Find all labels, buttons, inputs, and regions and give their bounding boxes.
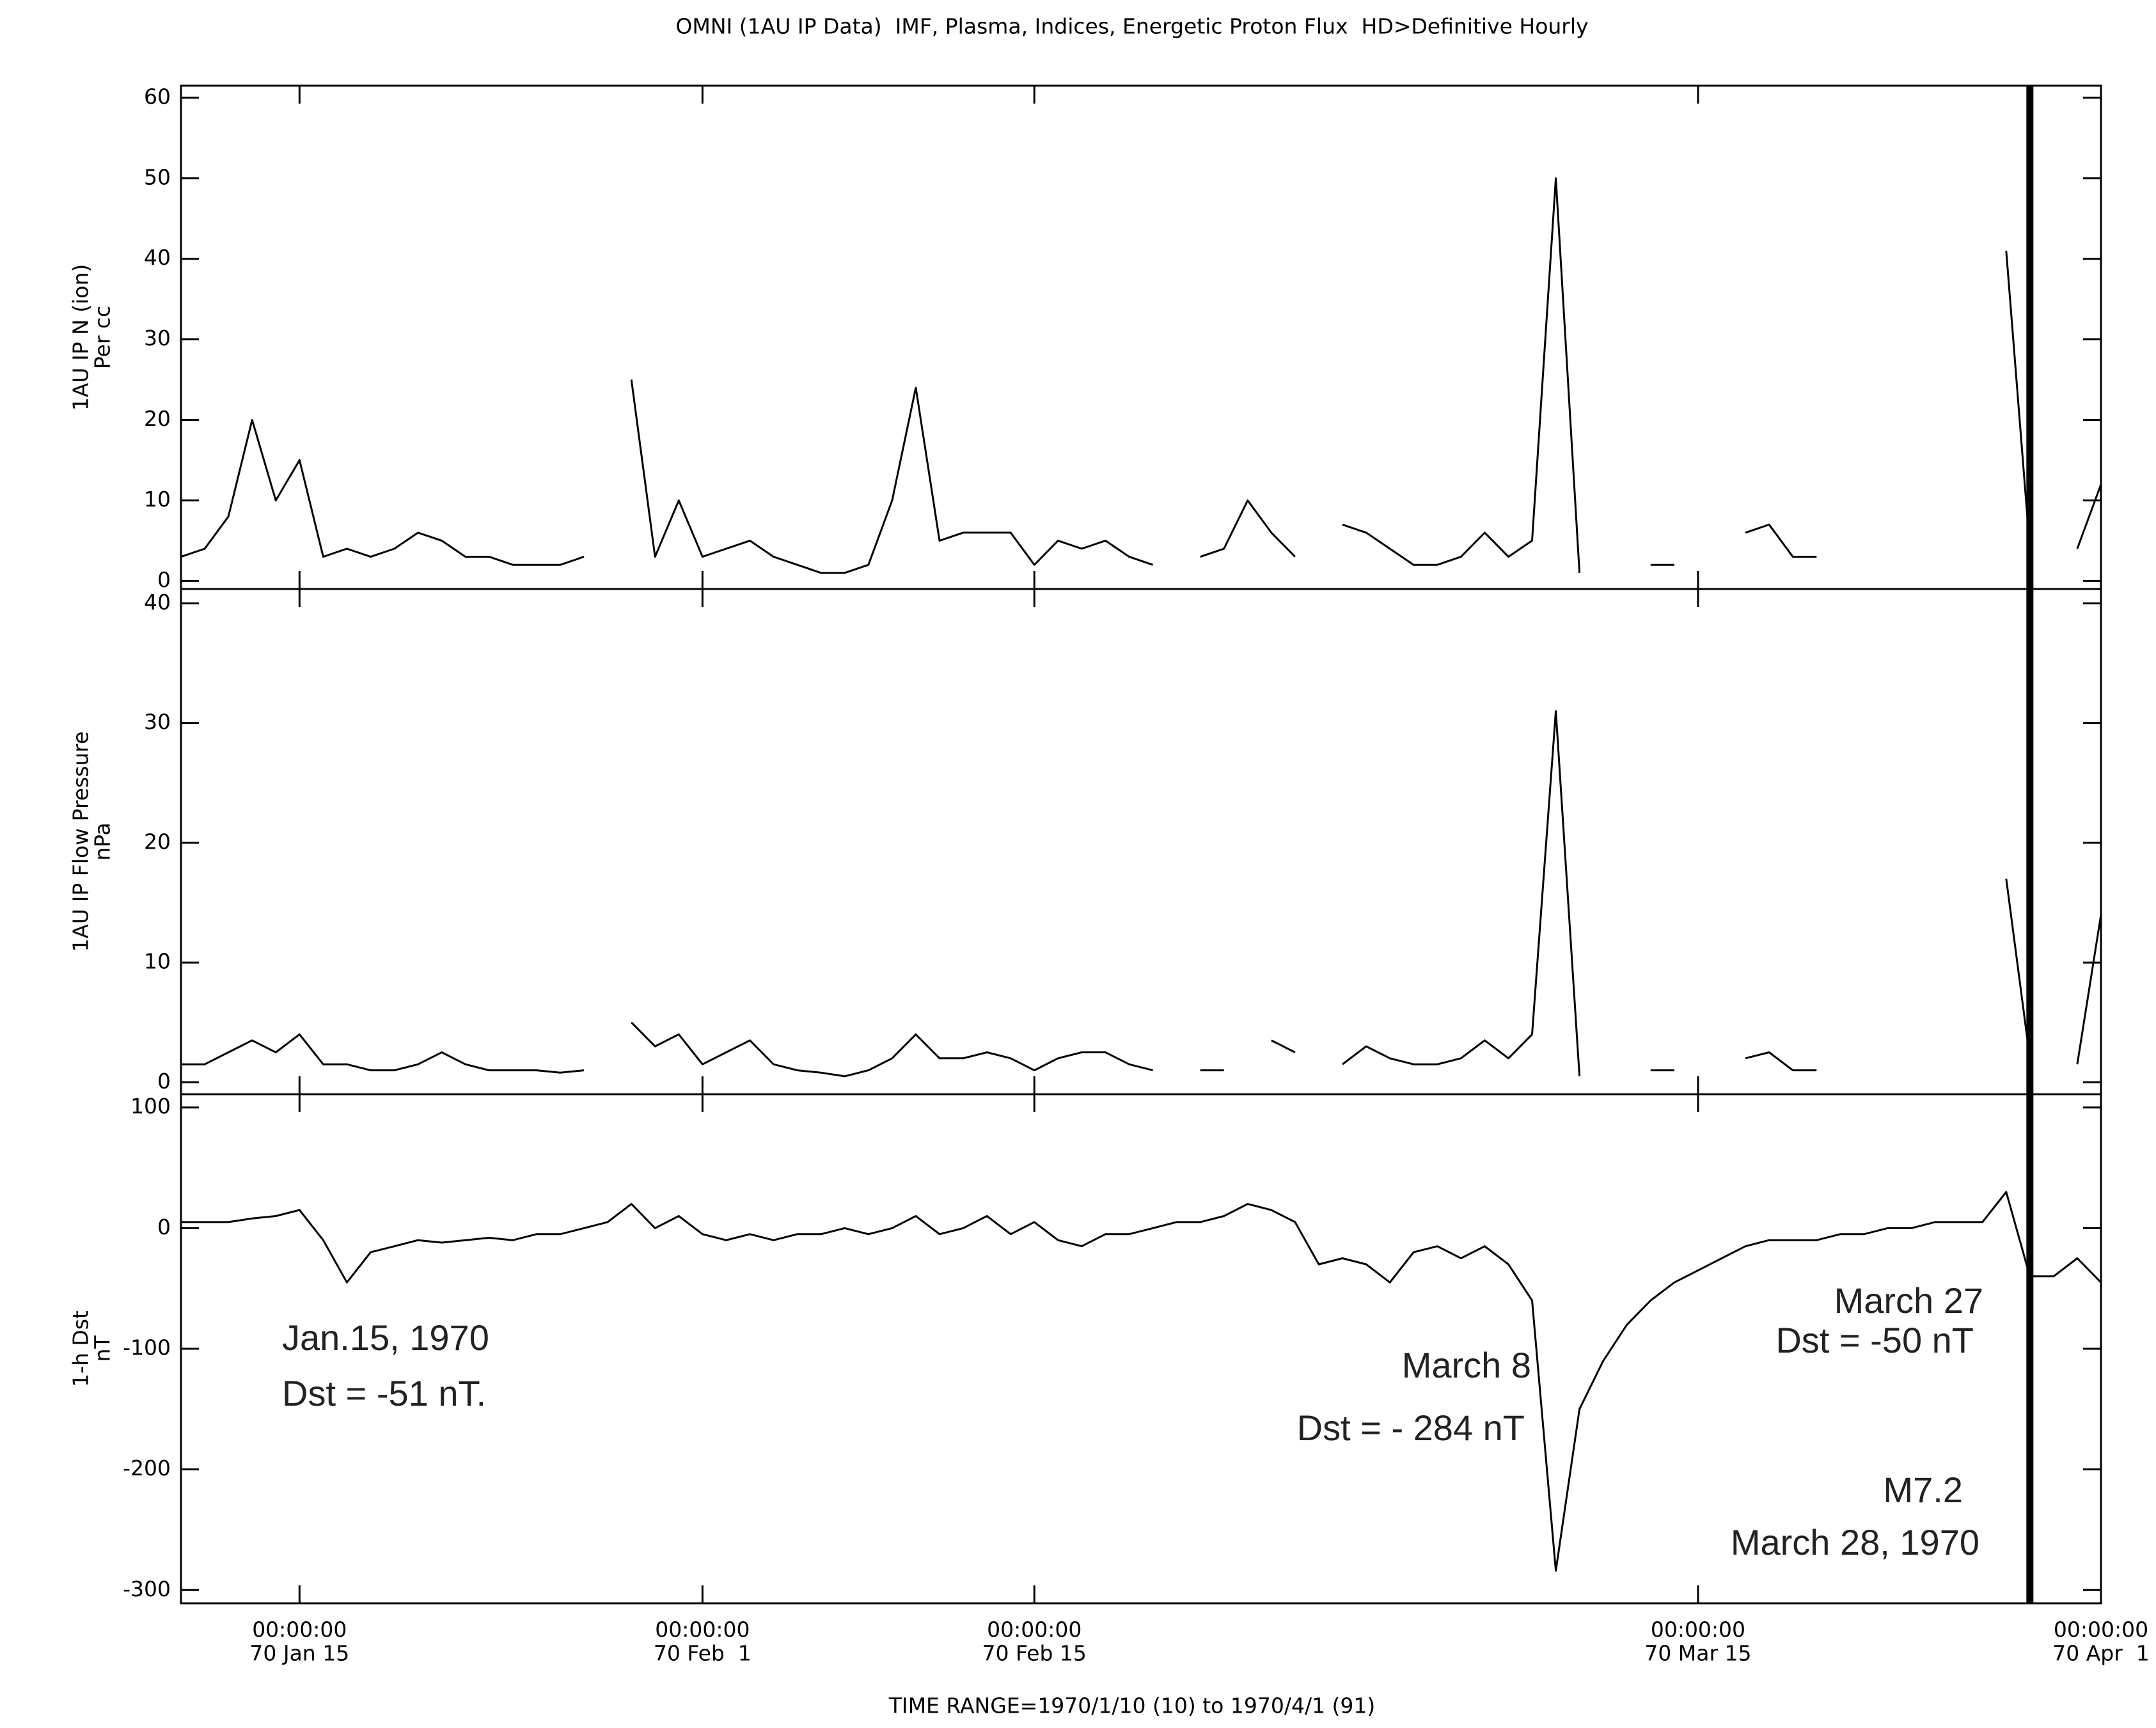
y-tick-label: 100	[130, 1094, 171, 1119]
y-tick-label: 20	[144, 406, 171, 431]
y-tick-label: -300	[123, 1576, 171, 1601]
y-tick-label: 10	[144, 487, 171, 512]
footer: TIME RANGE=1970/1/10 (10) to 1970/4/1 (9…	[888, 1693, 1376, 1718]
y-axis-label: 1AU IP Flow Pressure	[68, 731, 93, 952]
x-tick-label: 70 Apr 1	[2052, 1641, 2150, 1666]
y-axis-label: nPa	[90, 822, 115, 861]
x-tick-label: 00:00:00	[2054, 1617, 2148, 1642]
y-tick-label: -200	[123, 1456, 171, 1481]
annotation: March 28, 1970	[1731, 1522, 1979, 1562]
annotation: March 8	[1402, 1345, 1531, 1385]
y-axis-label: 1-h Dst	[68, 1310, 93, 1387]
y-tick-label: 0	[157, 1069, 171, 1094]
x-tick-label: 70 Mar 15	[1644, 1641, 1751, 1666]
x-tick-label: 70 Feb 15	[982, 1641, 1087, 1666]
x-tick-label: 00:00:00	[1651, 1617, 1745, 1642]
y-tick-label: 60	[144, 84, 171, 109]
y-tick-label: 10	[144, 949, 171, 974]
y-tick-label: 30	[144, 709, 171, 734]
y-tick-label: 20	[144, 829, 171, 854]
x-tick-label: 00:00:00	[252, 1617, 347, 1642]
annotation: March 27	[1834, 1280, 1983, 1321]
y-axis-label: Per cc	[90, 306, 115, 369]
chart-title: OMNI (1AU IP Data) IMF, Plasma, Indices,…	[675, 14, 1588, 39]
data-line	[181, 710, 2102, 1078]
annotation: M7.2	[1884, 1470, 1963, 1510]
y-tick-label: 40	[144, 245, 171, 270]
x-tick-label: 70 Feb 1	[654, 1641, 751, 1666]
annotation: Dst = - 284 nT	[1297, 1408, 1525, 1448]
y-tick-label: -100	[123, 1335, 171, 1360]
annotation: Jan.15, 1970	[282, 1317, 489, 1358]
data-line	[180, 177, 2102, 574]
y-tick-label: 0	[157, 567, 171, 592]
y-tick-label: 0	[157, 1214, 171, 1239]
y-tick-label: 50	[144, 164, 171, 189]
x-tick-label: 70 Jan 15	[249, 1641, 349, 1666]
data-line	[181, 1191, 2102, 1572]
y-tick-label: 30	[144, 326, 171, 350]
annotation: Dst = -50 nT	[1775, 1320, 1974, 1360]
y-axis-label: nT	[90, 1335, 115, 1362]
x-tick-label: 00:00:00	[987, 1617, 1082, 1642]
x-tick-label: 00:00:00	[655, 1617, 750, 1642]
y-axis-label: 1AU IP N (ion)	[68, 264, 93, 411]
annotation: Dst = -51 nT.	[282, 1373, 486, 1413]
y-tick-label: 40	[144, 590, 171, 615]
